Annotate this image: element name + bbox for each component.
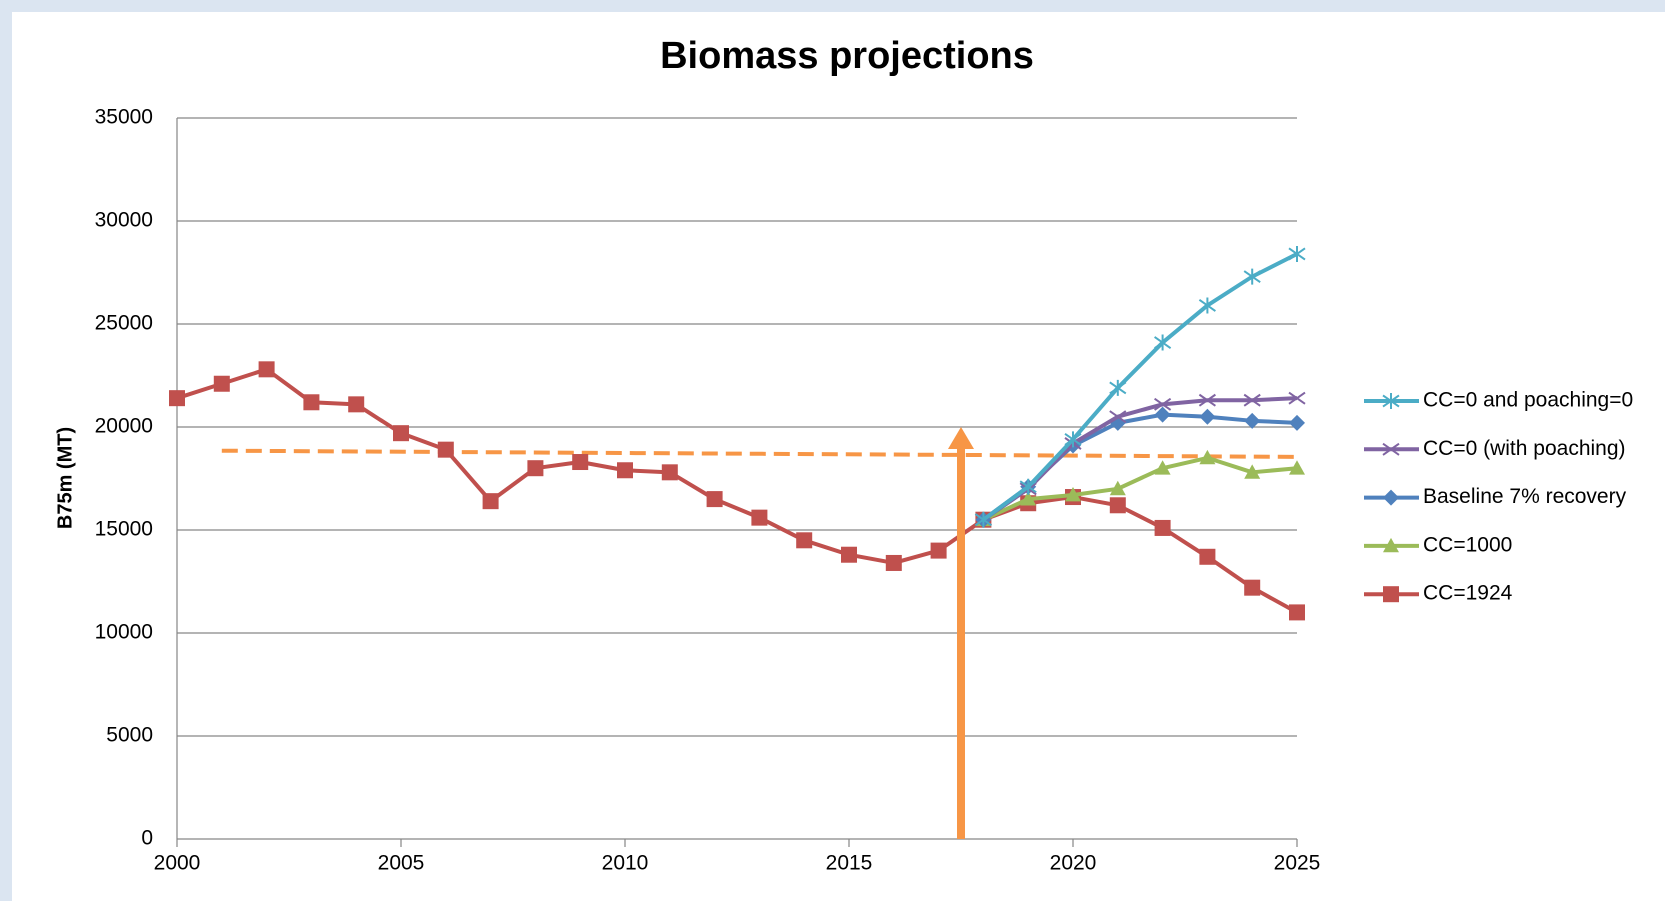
marker bbox=[1065, 486, 1081, 502]
marker bbox=[1154, 460, 1171, 475]
reference-line bbox=[221, 448, 1298, 459]
x-tick-label: 2020 bbox=[1050, 852, 1097, 875]
chart-title: Biomass projections bbox=[660, 35, 1034, 77]
y-tick-label: 25000 bbox=[95, 312, 153, 335]
marker bbox=[1198, 297, 1216, 314]
legend-label: CC=1924 bbox=[1423, 582, 1513, 605]
marker bbox=[258, 361, 275, 378]
marker bbox=[1154, 406, 1171, 423]
arrow-head bbox=[948, 427, 974, 449]
marker bbox=[1244, 412, 1261, 429]
marker bbox=[348, 396, 365, 413]
marker bbox=[1199, 449, 1216, 465]
marker bbox=[1199, 548, 1216, 565]
marker bbox=[1244, 464, 1261, 479]
marker bbox=[1382, 393, 1400, 409]
legend-label: CC=0 and poaching=0 bbox=[1423, 389, 1633, 412]
marker bbox=[1243, 268, 1261, 285]
marker bbox=[1288, 391, 1306, 405]
marker bbox=[437, 441, 454, 458]
marker bbox=[1064, 431, 1082, 448]
marker bbox=[751, 509, 768, 526]
marker bbox=[1289, 604, 1305, 621]
y-tick-label: 35000 bbox=[95, 106, 153, 129]
marker bbox=[1198, 393, 1216, 407]
marker bbox=[1109, 480, 1126, 496]
marker bbox=[841, 546, 857, 563]
marker bbox=[706, 491, 723, 508]
marker bbox=[1289, 414, 1305, 431]
legend-label: Baseline 7% recovery bbox=[1423, 485, 1627, 508]
marker bbox=[169, 390, 185, 407]
marker bbox=[1109, 379, 1127, 396]
y-tick-label: 30000 bbox=[95, 209, 153, 232]
x-tick-label: 2015 bbox=[826, 852, 873, 875]
marker bbox=[1154, 519, 1171, 536]
legend-label: CC=0 (with poaching) bbox=[1423, 437, 1626, 460]
x-tick-label: 2000 bbox=[154, 852, 201, 875]
marker bbox=[1154, 334, 1172, 351]
y-tick-label: 15000 bbox=[95, 518, 153, 541]
marker bbox=[1109, 410, 1127, 424]
marker bbox=[1382, 442, 1400, 456]
y-tick-label: 5000 bbox=[106, 724, 153, 747]
marker bbox=[617, 462, 633, 479]
marker bbox=[1154, 397, 1172, 411]
marker bbox=[1383, 489, 1399, 506]
y-axis-label: B75m (MT) bbox=[54, 427, 76, 529]
series-line bbox=[982, 455, 1298, 522]
marker bbox=[1243, 393, 1261, 407]
y-tick-label: 20000 bbox=[95, 415, 153, 438]
marker bbox=[482, 493, 499, 510]
marker bbox=[1199, 408, 1216, 425]
y-tick-label: 10000 bbox=[95, 621, 153, 644]
marker bbox=[572, 454, 589, 471]
marker bbox=[527, 460, 544, 477]
chart-area bbox=[12, 12, 1665, 901]
marker bbox=[1020, 491, 1037, 506]
marker bbox=[213, 375, 230, 392]
x-tick-label: 2005 bbox=[378, 852, 425, 875]
marker bbox=[974, 511, 992, 528]
marker bbox=[1109, 497, 1126, 514]
legend-label: CC=1000 bbox=[1423, 533, 1512, 556]
marker bbox=[796, 532, 813, 549]
marker bbox=[1383, 537, 1399, 553]
marker bbox=[885, 554, 902, 571]
marker bbox=[1289, 460, 1305, 475]
marker bbox=[661, 464, 678, 481]
marker bbox=[1019, 478, 1037, 495]
marker bbox=[1244, 579, 1261, 596]
marker bbox=[393, 425, 409, 442]
y-tick-label: 0 bbox=[141, 827, 153, 850]
x-tick-label: 2025 bbox=[1274, 852, 1321, 875]
marker bbox=[930, 542, 947, 559]
marker bbox=[1383, 586, 1399, 603]
marker bbox=[1288, 245, 1306, 262]
marker bbox=[303, 394, 320, 411]
x-tick-label: 2010 bbox=[602, 852, 649, 875]
